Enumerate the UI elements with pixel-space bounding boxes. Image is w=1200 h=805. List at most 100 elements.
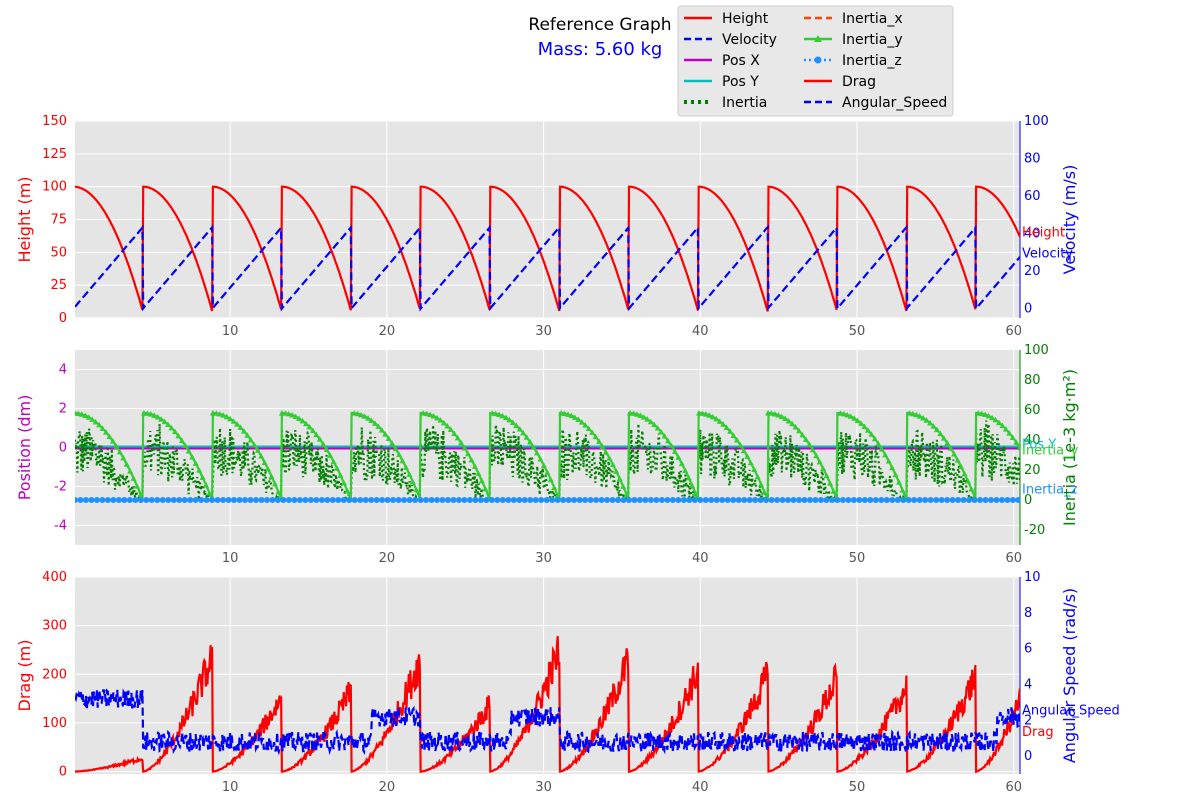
inertia-y-marker [906,410,913,416]
inertia-z-marker [362,497,369,503]
inertia-y-marker [182,442,189,449]
inertia-y-marker [802,436,809,442]
inertia-z-marker [368,497,375,503]
inertia-z-marker [423,497,430,503]
inertia-y-marker [658,428,665,435]
inertia-z-marker [379,497,386,503]
inertia-y-marker [230,418,237,424]
legend-label: Inertia_y [842,32,903,48]
inertia-y-marker [689,482,696,488]
inertia-y-marker [830,488,837,494]
inertia-y-marker [423,410,430,417]
inertia-z-marker [817,497,824,503]
inertia-y-marker [365,415,372,421]
inertia-y-marker [964,478,971,484]
inertia-y-marker [840,410,847,417]
legend-item: Inertia_y [804,32,903,48]
inertia-z-marker [900,497,907,503]
right-tick-label: 4 [1024,677,1032,692]
legend-item: Angular_Speed [804,95,947,111]
inertia-y-marker [992,416,999,423]
inertia-y-marker [499,412,506,419]
inertia-y-marker [554,492,561,499]
inertia-y-marker [185,448,192,454]
inertia-z-marker [982,497,989,503]
series-end-label: Inertia_y [1022,443,1079,458]
inertia-z-marker [894,497,901,503]
inertia-y-marker [871,435,878,442]
inertia-y-marker [85,414,92,420]
inertia-z-marker [680,497,687,503]
inertia-z-marker [269,497,276,503]
series-end-label: Angular_Speed [1022,704,1120,719]
inertia-y-marker [947,445,954,451]
inertia-y-marker [809,446,816,453]
inertia-y-marker [913,411,920,418]
inertia-z-marker [883,497,890,503]
inertia-y-marker [296,415,303,421]
inertia-z-marker [796,497,803,503]
inertia-y-marker [789,420,796,427]
inertia-y-marker [482,485,489,492]
inertia-y-marker [220,412,227,418]
inertia-z-marker [604,497,611,503]
inertia-y-marker [247,436,254,443]
inertia-y-marker [661,433,668,439]
inertia-z-marker [472,497,479,503]
inertia-y-marker [616,475,623,482]
right-tick-label: 80 [1024,373,1041,388]
legend-item: Inertia [684,95,767,111]
left-tick-label: 200 [42,667,67,682]
inertia-z-marker [483,497,490,503]
inertia-z-marker [1015,497,1020,503]
inertia-z-marker [686,497,693,503]
inertia-y-marker [344,487,351,494]
panel-height-velocity: 10 20 30 40 50 600255075100125150020406080100… [15,114,1079,339]
series-end-label: Velocity [1022,246,1073,261]
inertia-y-marker [740,447,747,454]
x-tick-label: 40 [692,551,709,566]
inertia-z-marker [280,497,287,503]
x-tick-label: 30 [535,780,552,795]
inertia-z-marker [258,497,265,503]
inertia-y-marker [799,431,806,438]
right-tick-label: 0 [1024,749,1032,764]
inertia-z-marker [428,497,435,503]
inertia-z-marker [209,497,216,503]
inertia-z-marker [318,497,325,503]
inertia-z-marker [329,497,336,503]
inertia-z-marker [955,497,962,503]
inertia-z-marker [148,497,155,503]
legend-item: Inertia_z [804,53,902,69]
inertia-z-marker [834,497,841,503]
inertia-y-marker [468,456,475,463]
inertia-y-marker [889,464,896,471]
inertia-y-marker [289,411,296,418]
inertia-y-marker [430,413,437,419]
panel-position-inertia: 10 20 30 40 50 60-4-2024-20020406080100Positi… [15,343,1079,566]
legend-item: Height [684,11,769,27]
left-axis-label: Position (dm) [15,395,34,501]
left-tick-label: 2 [59,402,67,417]
inertia-y-marker [199,474,206,480]
inertia-y-marker [571,414,578,420]
inertia-z-marker [691,497,698,503]
inertia-z-marker [697,497,704,503]
inertia-z-marker [675,497,682,503]
inertia-y-marker [271,480,278,487]
inertia-z-marker [1004,497,1011,503]
legend-item: Drag [804,74,876,90]
x-tick-label: 60 [1005,324,1022,339]
legend-item: Velocity [684,32,777,48]
inertia-y-marker [920,414,927,421]
right-tick-label: 80 [1024,152,1041,167]
inertia-y-marker [144,410,151,416]
legend-label: Inertia_z [842,53,902,69]
inertia-y-marker [758,481,765,487]
inertia-y-marker [109,438,116,444]
inertia-y-marker [306,423,313,430]
inertia-z-marker [532,497,539,503]
inertia-y-marker [299,417,306,424]
left-tick-label: 25 [50,278,67,293]
inertia-z-marker [132,497,139,503]
